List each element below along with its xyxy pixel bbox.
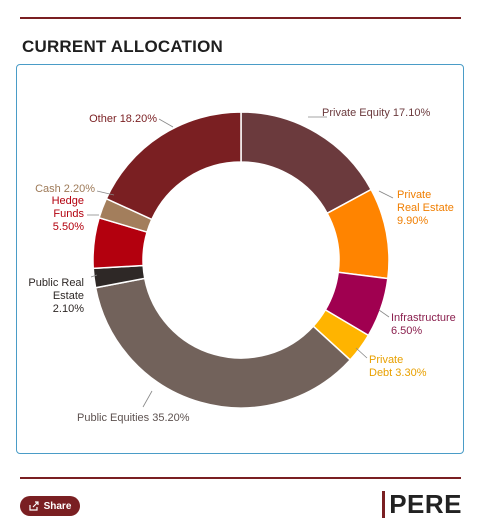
pere-logo: PERE xyxy=(382,488,462,519)
leader-line-other xyxy=(158,118,174,128)
page-title: CURRENT ALLOCATION xyxy=(22,37,223,56)
allocation-donut-chart: Private Equity 17.10% Private Real Estate 9… xyxy=(28,107,456,424)
leader-line-cash xyxy=(96,190,115,196)
label-hedge-funds: Hedge Funds 5.50% xyxy=(52,195,85,233)
leader-line-private-real-estate xyxy=(378,190,394,199)
label-private-debt: Private Debt 3.30% xyxy=(369,354,427,379)
bottom-divider xyxy=(20,477,461,479)
logo-text: PERE xyxy=(389,488,462,519)
logo-bar xyxy=(382,490,386,518)
label-private-equity: Private Equity 17.10% xyxy=(322,107,430,119)
share-label: Share xyxy=(43,500,72,512)
label-private-real-estate: Private Real Estate 9.90% xyxy=(397,189,454,227)
label-other: Other 18.20% xyxy=(89,113,157,125)
share-icon xyxy=(28,501,39,511)
leader-line-private-debt xyxy=(355,347,368,359)
share-button[interactable]: Share xyxy=(20,496,80,516)
leader-line-public-equities xyxy=(142,390,153,408)
slice-public-equities[interactable] xyxy=(94,277,352,409)
top-divider xyxy=(20,17,461,19)
leader-line-infrastructure xyxy=(378,309,390,318)
chart-card: Private Equity 17.10% Private Real Estate 9… xyxy=(16,64,464,454)
label-infrastructure: Infrastructure 6.50% xyxy=(391,312,456,337)
label-public-equities: Public Equities 35.20% xyxy=(77,412,190,424)
slice-private-equity[interactable] xyxy=(240,111,373,215)
label-public-real-estate: Public Real Estate 2.10% xyxy=(28,277,84,315)
leader-line-public-real-estate xyxy=(90,274,98,278)
label-cash: Cash 2.20% xyxy=(35,183,95,195)
slice-other[interactable] xyxy=(105,111,242,221)
